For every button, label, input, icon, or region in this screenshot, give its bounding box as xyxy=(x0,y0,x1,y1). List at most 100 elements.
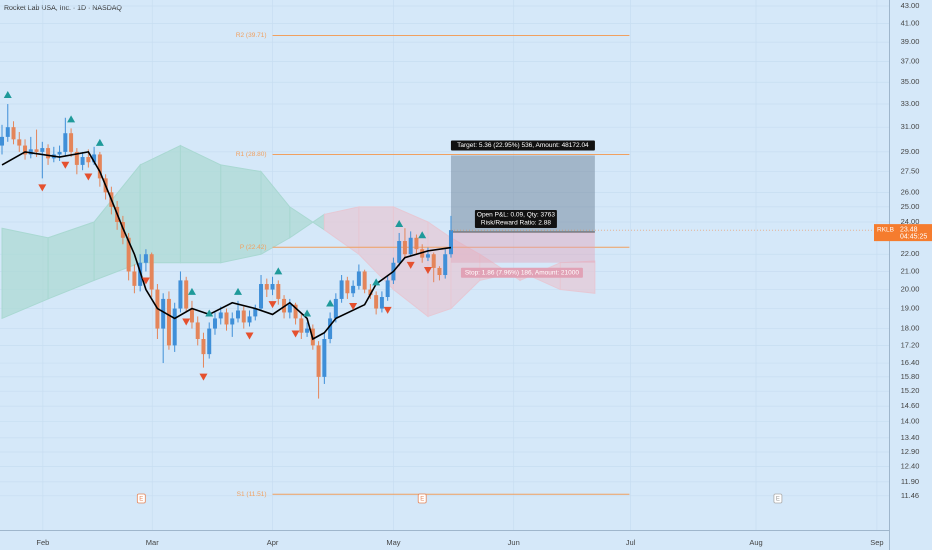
candle-body xyxy=(397,241,402,263)
candle-body xyxy=(34,149,39,152)
signal-down xyxy=(199,373,208,381)
earnings-marker xyxy=(773,493,783,504)
y-tick-label: 18.00 xyxy=(901,324,920,333)
y-tick-label: 15.80 xyxy=(901,372,920,381)
candle-body xyxy=(86,157,91,163)
candle-body xyxy=(305,328,310,333)
y-tick-label: 35.00 xyxy=(901,77,920,86)
candle-body xyxy=(425,254,430,258)
x-tick-label: Apr xyxy=(267,538,279,547)
y-tick-label: 11.90 xyxy=(901,477,919,486)
candle-body xyxy=(161,298,166,329)
candle-body xyxy=(230,318,235,325)
countdown-label: 04:45:25 xyxy=(900,233,927,240)
candle-body xyxy=(420,249,425,258)
last-price-label: 23.48 xyxy=(900,226,918,233)
candle-body xyxy=(69,133,74,152)
candle-body xyxy=(28,149,33,155)
candle-body xyxy=(339,280,344,299)
signal-up xyxy=(395,219,404,227)
rr-label: Risk/Reward Ratio: 2.88 xyxy=(481,220,551,227)
candle-body xyxy=(5,127,10,137)
signal-down xyxy=(84,173,93,181)
earnings-label: E xyxy=(776,496,780,502)
signal-up xyxy=(67,115,76,123)
signal-up xyxy=(234,287,243,295)
candle-body xyxy=(207,328,212,355)
candle-body xyxy=(195,322,200,340)
stop-zone xyxy=(450,232,595,263)
signal-down xyxy=(406,261,415,269)
y-tick-label: 27.50 xyxy=(901,167,920,176)
candle-body xyxy=(385,280,390,298)
candle-body xyxy=(437,267,442,276)
y-tick-label: 25.00 xyxy=(901,202,920,211)
y-tick-label: 26.00 xyxy=(901,187,920,196)
candle-body xyxy=(374,295,379,309)
candle-body xyxy=(184,280,189,309)
candle-body xyxy=(270,284,275,290)
signal-down xyxy=(291,330,300,338)
candle-body xyxy=(351,285,356,294)
candle-body xyxy=(172,308,177,346)
candle-body xyxy=(201,339,206,355)
candle-body xyxy=(46,148,51,159)
signal-up xyxy=(95,138,104,146)
candle-body xyxy=(328,318,333,340)
y-tick-label: 12.90 xyxy=(901,447,920,456)
candle-body xyxy=(0,136,5,146)
signal-up xyxy=(326,299,335,307)
y-tick-label: 24.00 xyxy=(901,217,920,226)
y-tick-label: 37.00 xyxy=(901,57,920,66)
stop-label: Stop: 1.86 (7.96%) 186, Amount: 21000 xyxy=(465,269,580,276)
x-tick-label: Jul xyxy=(626,538,636,547)
candle-body xyxy=(253,308,258,317)
candle-body xyxy=(368,289,373,296)
pivot-label: P (22.42) xyxy=(240,244,267,251)
candle-body xyxy=(448,230,453,255)
candle-body xyxy=(316,345,321,377)
y-tick-label: 31.00 xyxy=(901,122,920,131)
x-tick-label: Mar xyxy=(146,538,159,547)
signal-up xyxy=(3,91,12,99)
symbol-label: RKLB xyxy=(877,226,894,233)
candle-body xyxy=(443,254,448,276)
x-tick-label: Aug xyxy=(749,538,762,547)
pnl-label-box xyxy=(474,210,557,229)
y-tick-label: 33.00 xyxy=(901,99,920,108)
candle-body xyxy=(40,148,45,152)
signal-down xyxy=(383,306,392,314)
candle-body xyxy=(57,151,62,155)
y-tick-label: 14.00 xyxy=(901,417,920,426)
candle-body xyxy=(80,157,85,165)
pivot-label: R1 (28.80) xyxy=(236,151,267,158)
candle-body xyxy=(241,310,246,323)
candle-body xyxy=(17,139,22,146)
earnings-marker xyxy=(136,493,146,504)
candle-body xyxy=(299,318,304,333)
y-tick-label: 43.00 xyxy=(901,1,920,10)
y-tick-label: 41.00 xyxy=(901,19,920,28)
candle-body xyxy=(362,271,367,290)
candle-body xyxy=(345,280,350,294)
candle-body xyxy=(218,312,223,319)
y-tick-label: 17.20 xyxy=(901,340,920,349)
signal-up xyxy=(187,287,196,295)
last-price-box xyxy=(874,224,932,242)
y-tick-label: 22.00 xyxy=(901,249,920,258)
cloud-segment xyxy=(139,144,181,264)
x-tick-label: Feb xyxy=(36,538,49,547)
candle-body xyxy=(414,237,419,250)
candle-body xyxy=(63,133,68,152)
chart-title: Rocket Lab USA, Inc. · 1D · NASDAQ xyxy=(4,5,122,12)
y-tick-label: 15.20 xyxy=(901,386,920,395)
candle-body xyxy=(212,318,217,329)
candle-body xyxy=(166,298,171,346)
x-tick-label: May xyxy=(386,538,400,547)
y-tick-label: 16.40 xyxy=(901,358,920,367)
y-tick-label: 11.46 xyxy=(901,491,919,500)
y-tick-label: 21.00 xyxy=(901,266,920,275)
candle-body xyxy=(236,310,241,319)
y-tick-label: 13.40 xyxy=(901,433,920,442)
target-label: Target: 5.36 (22.95%) 536, Amount: 48172… xyxy=(457,142,589,149)
